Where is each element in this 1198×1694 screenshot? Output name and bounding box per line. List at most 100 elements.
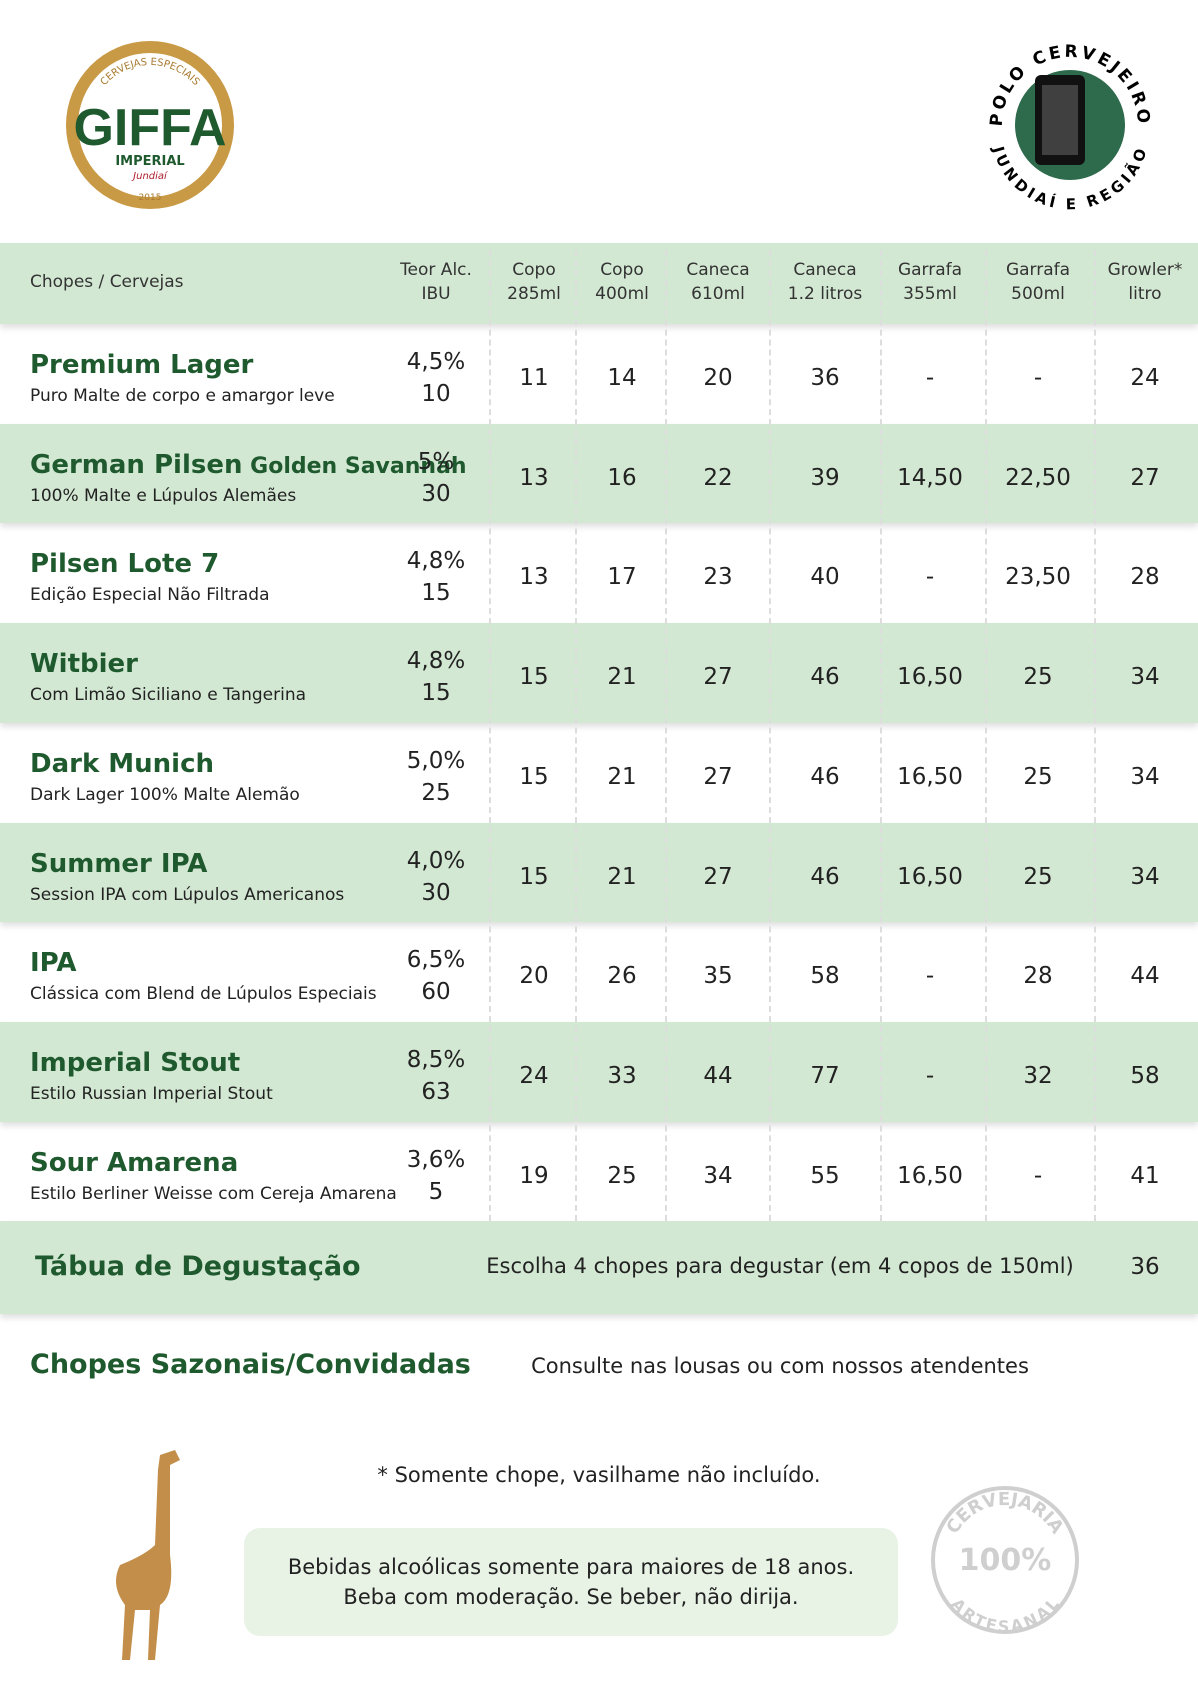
price: 27 (703, 863, 733, 890)
price: 22 (703, 464, 733, 491)
price: 16 (607, 464, 637, 491)
beer-desc: Estilo Berliner Weisse com Cereja Amaren… (30, 1183, 397, 1204)
price: 21 (607, 763, 637, 790)
price: 40 (810, 564, 840, 591)
price: 44 (703, 1062, 733, 1089)
column-separator (769, 250, 771, 1222)
price: 21 (607, 664, 637, 691)
logo-inner (78, 53, 222, 197)
price: 16,50 (897, 863, 963, 890)
column-separator (489, 250, 491, 1222)
beer-desc: Estilo Russian Imperial Stout (30, 1083, 273, 1104)
beer-name: Witbier (30, 649, 138, 680)
badge-top: CERVEJARIA (942, 1489, 1067, 1538)
ibu: 15 (421, 680, 451, 707)
logo-year: 2015 (139, 193, 162, 203)
price: 27 (703, 763, 733, 790)
warning-box: Bebidas alcoólicas somente para maiores … (244, 1528, 898, 1636)
price: 44 (1130, 963, 1160, 990)
price: - (925, 1062, 935, 1089)
header-cell: Caneca (793, 260, 857, 280)
beer-desc: Session IPA com Lúpulos Americanos (30, 884, 345, 905)
price: 41 (1130, 1162, 1160, 1189)
price: 14,50 (897, 464, 963, 491)
price: 35 (703, 963, 733, 990)
header-cell: Teor Alc. (400, 260, 472, 280)
price: 23 (703, 564, 733, 591)
beer-name: Sour Amarena (30, 1147, 239, 1178)
glass (1035, 75, 1085, 165)
beer-desc: 100% Malte e Lúpulos Alemães (30, 485, 297, 506)
price: 26 (607, 963, 637, 990)
price: 20 (519, 963, 549, 990)
header-cell: 500ml (1011, 284, 1065, 304)
abv: 4,8% (406, 648, 466, 675)
price: 24 (519, 1062, 549, 1089)
ibu: 15 (421, 580, 451, 607)
header-cell: Garrafa (897, 260, 963, 280)
price: 13 (519, 464, 549, 491)
header-cell: Growler* (1107, 260, 1183, 280)
price: 23,50 (1005, 564, 1071, 591)
price: 15 (519, 863, 549, 890)
beer-desc: Clássica com Blend de Lúpulos Especiais (30, 984, 377, 1005)
beer-name: Premium Lager (30, 350, 254, 380)
price: 15 (519, 763, 549, 790)
seasonal-desc: Consulte nas lousas ou com nossos atende… (531, 1354, 1029, 1379)
badge-ring (931, 1486, 1079, 1634)
beer-name: Summer IPA (30, 848, 208, 879)
ibu: 30 (421, 879, 451, 906)
row-band (0, 623, 1198, 723)
price: 34 (1130, 863, 1160, 890)
beer-name: Dark Munich (30, 748, 215, 779)
price: - (1033, 1162, 1043, 1189)
header-cell: 285ml (507, 284, 561, 304)
price: 25 (1023, 664, 1053, 691)
badge-mid: 100% (959, 1543, 1052, 1578)
price: 16,50 (897, 664, 963, 691)
tasting-name: Tábua de Degustação (35, 1251, 361, 1283)
header-cell: Chopes / Cervejas (30, 272, 184, 292)
abv: 8,5% (406, 1046, 466, 1073)
beer-name: German Pilsen Golden Savannah (30, 449, 467, 480)
header-cell: 400ml (595, 284, 649, 304)
price: 46 (810, 664, 840, 691)
header-cell: Caneca (686, 260, 750, 280)
abv: 5% (417, 448, 455, 475)
price: 25 (1023, 763, 1053, 790)
beer-name: Imperial Stout (30, 1047, 241, 1078)
abv: 4,8% (406, 548, 466, 575)
ibu: 63 (421, 1078, 451, 1105)
seasonal-name: Chopes Sazonais/Convidadas (30, 1349, 471, 1381)
abv: 6,5% (406, 947, 466, 974)
price: 15 (519, 664, 549, 691)
price: 46 (810, 763, 840, 790)
row-band (0, 1021, 1198, 1122)
warning-line: Beba com moderação. Se beber, não dirija… (343, 1585, 799, 1609)
beer-name: IPA (30, 948, 77, 979)
price: 11 (519, 365, 549, 391)
price: 34 (1130, 763, 1160, 790)
ibu: 5 (428, 1178, 444, 1205)
column-separator (1094, 250, 1096, 1222)
abv: 4,5% (406, 349, 466, 375)
price: - (925, 564, 935, 591)
price: 32 (1023, 1062, 1053, 1089)
price: 33 (607, 1062, 637, 1089)
price: 28 (1023, 963, 1053, 990)
price: 36 (810, 365, 840, 391)
logo-city: Jundiaí (131, 170, 168, 182)
tasting-band (0, 1221, 1198, 1315)
warning-line: Bebidas alcoólicas somente para maiores … (287, 1555, 855, 1579)
abv: 3,6% (406, 1146, 466, 1173)
price: 13 (519, 564, 549, 591)
glass-shine (1042, 85, 1078, 155)
price: 55 (810, 1162, 840, 1189)
price: 16,50 (897, 763, 963, 790)
beer-desc: Com Limão Siciliano e Tangerina (30, 685, 307, 706)
price: 25 (607, 1162, 637, 1189)
ibu: 60 (421, 979, 451, 1006)
column-separator (880, 250, 882, 1222)
price: 39 (810, 464, 840, 491)
